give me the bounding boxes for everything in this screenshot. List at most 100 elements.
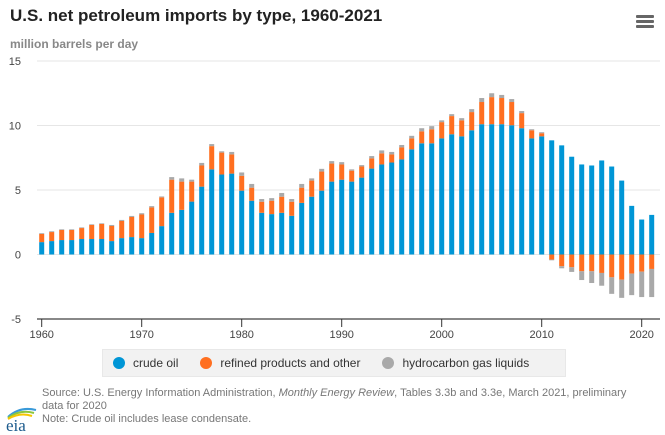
bar-crude-oil — [99, 239, 105, 255]
bar-hgl — [129, 215, 135, 217]
bar-crude-oil — [319, 190, 325, 255]
bar-crude-oil — [139, 238, 145, 255]
legend-marker-refined-products — [200, 357, 213, 369]
axes: -5 0 5 10 15 1960 1970 1980 1990 2000 2010 2020 — [9, 56, 660, 341]
x-tick-label: 1990 — [329, 329, 353, 341]
bar-refined-products — [359, 166, 365, 178]
bar-crude-oil — [379, 164, 385, 255]
bar-hgl — [509, 99, 515, 103]
bar-hgl — [579, 271, 585, 281]
bar-refined-products — [289, 201, 295, 216]
bar-hgl — [219, 151, 225, 153]
hamburger-menu-icon[interactable] — [636, 15, 654, 31]
bar-hgl — [199, 162, 205, 166]
bar-refined-products — [559, 254, 565, 267]
bar-hgl — [169, 177, 175, 180]
bar-refined-products — [629, 254, 635, 274]
legend-item-crude-oil[interactable]: crude oil — [113, 356, 178, 370]
bar-refined-products — [39, 233, 45, 243]
bar-hgl — [309, 178, 315, 181]
bar-crude-oil — [599, 160, 605, 255]
bar-crude-oil — [399, 159, 405, 255]
bar-refined-products — [49, 232, 55, 242]
legend: crude oil refined products and other hyd… — [102, 349, 566, 377]
bar-refined-products — [199, 165, 205, 187]
y-tick-label: 0 — [15, 250, 21, 262]
x-tick-label: 1980 — [229, 329, 253, 341]
bar-crude-oil — [349, 181, 355, 255]
bar-hgl — [379, 150, 385, 154]
bar-hgl — [559, 266, 565, 269]
bar-hgl — [339, 162, 345, 165]
bar-refined-products — [89, 224, 95, 240]
bar-hgl — [119, 219, 125, 221]
bar-crude-oil — [239, 190, 245, 255]
bar-hgl — [479, 98, 485, 103]
bar-refined-products — [259, 201, 265, 213]
bar-refined-products — [109, 225, 115, 242]
legend-item-refined-products[interactable]: refined products and other — [200, 356, 360, 370]
bar-refined-products — [179, 181, 185, 210]
bar-refined-products — [249, 187, 255, 201]
bar-refined-products — [279, 196, 285, 213]
bar-crude-oil — [199, 186, 205, 255]
bar-hgl — [389, 151, 395, 155]
bar-crude-oil — [339, 179, 345, 255]
y-tick-label: 10 — [9, 121, 21, 133]
bar-hgl — [569, 267, 575, 272]
bar-refined-products — [439, 122, 445, 139]
bar-hgl — [189, 179, 195, 182]
bar-refined-products — [609, 254, 615, 278]
bar-refined-products — [599, 254, 605, 273]
bar-crude-oil — [159, 226, 165, 255]
bar-refined-products — [209, 146, 215, 170]
bar-hgl — [159, 196, 165, 198]
bar-crude-oil — [39, 242, 45, 255]
bar-crude-oil — [259, 212, 265, 255]
bar-hgl — [289, 199, 295, 202]
bar-crude-oil — [59, 240, 65, 255]
bar-hgl — [239, 172, 245, 176]
bar-refined-products — [149, 207, 155, 233]
bar-crude-oil — [559, 145, 565, 255]
bar-refined-products — [429, 129, 435, 144]
bar-hgl — [499, 94, 505, 99]
bar-refined-products — [639, 254, 645, 272]
bar-hgl — [89, 224, 95, 225]
x-tick-label: 2000 — [429, 329, 453, 341]
bar-refined-products — [349, 170, 355, 182]
menu-line — [636, 15, 654, 18]
bar-hgl — [79, 227, 85, 229]
x-tick-label: 1960 — [29, 329, 53, 341]
bars — [39, 93, 655, 298]
bar-crude-oil — [589, 165, 595, 255]
bar-hgl — [329, 161, 335, 164]
bar-crude-oil — [149, 232, 155, 255]
bar-crude-oil — [289, 215, 295, 255]
bar-refined-products — [79, 228, 85, 240]
bar-hgl — [209, 144, 215, 147]
bar-crude-oil — [209, 169, 215, 255]
bar-hgl — [469, 109, 475, 113]
bar-refined-products — [459, 120, 465, 137]
bar-refined-products — [449, 116, 455, 135]
menu-line — [636, 25, 654, 28]
bar-refined-products — [589, 254, 595, 272]
bar-refined-products — [489, 97, 495, 125]
bar-refined-products — [239, 175, 245, 191]
bar-refined-products — [269, 200, 275, 215]
x-tick-label: 2020 — [629, 329, 653, 341]
legend-label: hydrocarbon gas liquids — [402, 356, 530, 370]
bar-refined-products — [69, 229, 75, 241]
y-tick-label: -5 — [11, 314, 21, 326]
bar-crude-oil — [369, 168, 375, 255]
bar-crude-oil — [79, 239, 85, 255]
legend-item-hgl[interactable]: hydrocarbon gas liquids — [382, 356, 529, 370]
legend-label: refined products and other — [220, 356, 361, 370]
bar-crude-oil — [389, 162, 395, 255]
bar-crude-oil — [429, 143, 435, 255]
bar-crude-oil — [309, 196, 315, 255]
bar-refined-products — [299, 187, 305, 203]
bar-hgl — [319, 168, 325, 172]
bar-hgl — [49, 231, 55, 233]
